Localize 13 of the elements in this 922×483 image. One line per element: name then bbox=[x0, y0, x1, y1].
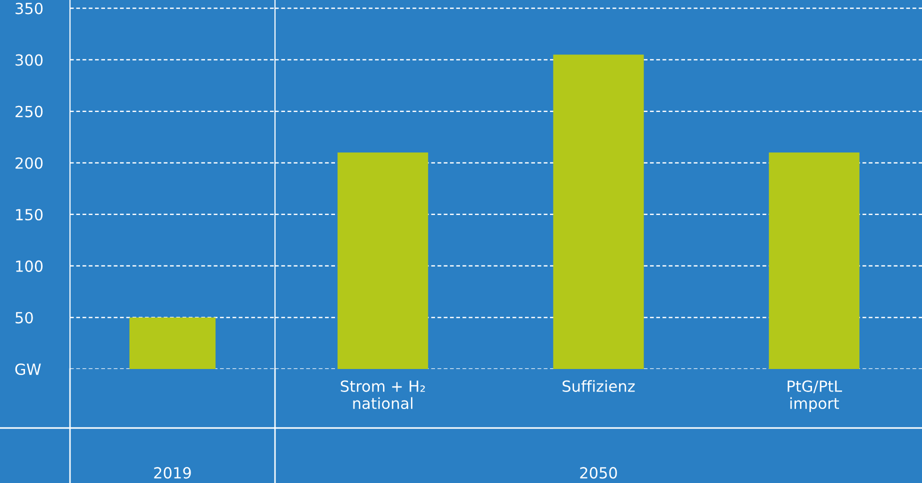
y-tick-label: 50 bbox=[16, 312, 33, 324]
x-tick-label: PtG/PtL import bbox=[788, 380, 842, 412]
x-tick-label: Strom + H₂ national bbox=[340, 380, 425, 410]
y-tick-label: 200 bbox=[16, 157, 43, 169]
y-tick-label: 100 bbox=[16, 260, 43, 272]
x-axis-title: 2050 bbox=[580, 467, 617, 479]
y-tick-label: GW bbox=[15, 363, 41, 376]
x-axis-title: 2019 bbox=[154, 467, 191, 479]
x-tick-label: Suffizienz bbox=[562, 380, 635, 392]
y-tick-label: 150 bbox=[16, 208, 43, 220]
y-tick-label: 300 bbox=[16, 54, 43, 66]
y-tick-label: 250 bbox=[16, 106, 43, 118]
y-tick-label: 350 bbox=[16, 2, 43, 14]
